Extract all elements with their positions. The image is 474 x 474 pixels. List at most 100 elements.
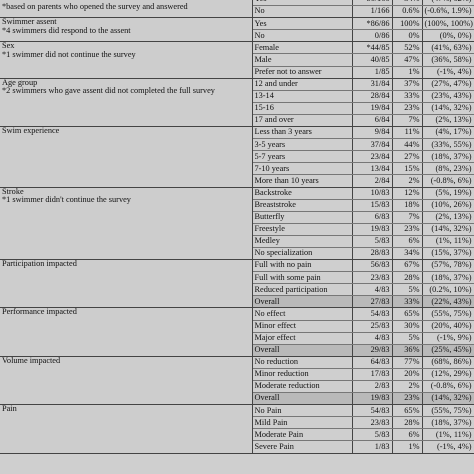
count-cell: 37/84 bbox=[351, 138, 392, 152]
group-title: Performance impacted bbox=[2, 307, 77, 317]
ci-cell: (12%, 29%) bbox=[421, 368, 474, 382]
percent-cell: 52% bbox=[391, 41, 422, 55]
count-cell: *44/85 bbox=[351, 41, 392, 55]
count-cell: 13/84 bbox=[351, 162, 392, 176]
percent-cell: 5% bbox=[391, 332, 422, 345]
percent-cell: 34% bbox=[391, 0, 422, 7]
count-cell: 19/83 bbox=[351, 223, 392, 236]
table-row: No specialization 28/83 34% (15%, 37%) bbox=[0, 247, 474, 261]
percent-cell: 18% bbox=[391, 199, 422, 212]
percent-cell: 34% bbox=[391, 247, 422, 261]
percent-cell: 27% bbox=[391, 150, 422, 164]
group-title: Sex bbox=[2, 41, 15, 51]
count-cell: 28/83 bbox=[351, 247, 392, 261]
percent-cell: 6% bbox=[391, 428, 422, 442]
category-cell: Prefer not to answer bbox=[251, 66, 352, 79]
ci-cell: (1%, 11%) bbox=[421, 235, 474, 248]
table-row: Swim experience Less than 3 years 9/84 11%(… bbox=[0, 126, 474, 188]
ci-cell: (25%, 45%) bbox=[421, 344, 474, 357]
ci-cell: (55%, 75%) bbox=[421, 307, 474, 321]
group-note: *1 swimmer did not continue the survey bbox=[2, 49, 136, 59]
ci-cell: (15%, 37%) bbox=[421, 247, 474, 261]
ci-cell: (41%, 63%) bbox=[421, 41, 474, 55]
table-row: 15-16 19/84 23% (14%, 32%) bbox=[0, 102, 474, 115]
category-cell: Overall bbox=[251, 392, 352, 406]
percent-cell: 2% bbox=[391, 174, 422, 188]
ci-cell: (14%, 32%) bbox=[421, 102, 474, 115]
category-cell: No specialization bbox=[251, 247, 352, 261]
group-label-cell: Parental consent*based on parents who op… bbox=[0, 0, 253, 19]
category-cell: Full with no pain bbox=[251, 259, 352, 273]
percent-cell: 67% bbox=[391, 259, 422, 273]
category-cell: No bbox=[251, 29, 352, 43]
percent-cell: 6% bbox=[391, 235, 422, 248]
count-cell: 54/83 bbox=[351, 307, 392, 321]
category-cell: Butterfly bbox=[251, 211, 352, 224]
group-label-cell: Volume impacted bbox=[0, 356, 253, 406]
table-row: 17 and over 6/84 7% (2%, 13%) bbox=[0, 114, 474, 128]
table-row: More than 10 years 2/84 2% (-0.8%, 6%) bbox=[0, 174, 474, 188]
percent-cell: 11% bbox=[391, 126, 422, 140]
category-cell: Overall bbox=[251, 295, 352, 309]
table-row: Reduced participation 4/83 5% (0.2%, 10%) bbox=[0, 283, 474, 297]
table-row: Pain No Pain 54/83 65% (55%, 75%) bbox=[0, 404, 474, 454]
category-cell: No bbox=[251, 5, 352, 19]
table-row: Prefer not to answer 1/85 1% (-1%, 4%) bbox=[0, 66, 474, 79]
table-row: Volume impacted No reduction 64/83 77% (68%,… bbox=[0, 356, 474, 406]
category-cell: Severe Pain bbox=[251, 440, 352, 454]
count-cell: 25/83 bbox=[351, 320, 392, 333]
category-cell: Mild Pain bbox=[251, 416, 352, 430]
percent-cell: 65% bbox=[391, 307, 422, 321]
count-cell: 1/85 bbox=[351, 66, 392, 79]
percent-cell: 47% bbox=[391, 53, 422, 67]
table-row: Overall 19/83 23% (14%, 32%) bbox=[0, 392, 474, 406]
ci-cell: (-1%, 9%) bbox=[421, 332, 474, 345]
category-cell: No reduction bbox=[251, 356, 352, 369]
ci-cell: (22%, 43%) bbox=[421, 295, 474, 309]
ci-cell: (0.2%, 10%) bbox=[421, 283, 474, 297]
count-cell: 4/83 bbox=[351, 283, 392, 297]
ci-cell: (0%, 0%) bbox=[421, 29, 474, 43]
count-cell: 56/166 bbox=[351, 0, 392, 7]
results-table: Parental consent*based on parents who op… bbox=[0, 0, 474, 454]
percent-cell: 44% bbox=[391, 138, 422, 152]
group-label-cell: Swim experience bbox=[0, 126, 253, 188]
results-table-body: Parental consent*based on parents who op… bbox=[0, 0, 474, 454]
ci-cell: (10%, 26%) bbox=[421, 199, 474, 212]
count-cell: 29/83 bbox=[351, 344, 392, 357]
category-cell: Yes bbox=[251, 0, 352, 7]
ci-cell: (57%, 78%) bbox=[421, 259, 474, 273]
count-cell: 19/84 bbox=[351, 102, 392, 115]
count-cell: 6/83 bbox=[351, 211, 392, 224]
ci-cell: (20%, 40%) bbox=[421, 320, 474, 333]
percent-cell: 37% bbox=[391, 78, 422, 91]
category-cell: Moderate reduction bbox=[251, 380, 352, 394]
percent-cell: 33% bbox=[391, 295, 422, 309]
category-cell: 7-10 years bbox=[251, 162, 352, 176]
category-cell: No Pain bbox=[251, 404, 352, 418]
table-row: Performance impacted No effect 54/83 65% (55… bbox=[0, 307, 474, 357]
category-cell: No effect bbox=[251, 307, 352, 321]
group-title: Volume impacted bbox=[2, 356, 61, 365]
group-note: *2 swimmers who gave assent did not comp… bbox=[2, 86, 215, 96]
category-cell: Reduced participation bbox=[251, 283, 352, 297]
percent-cell: 12% bbox=[391, 187, 422, 200]
category-cell: 3-5 years bbox=[251, 138, 352, 152]
category-cell: 15-16 bbox=[251, 102, 352, 115]
percent-cell: 2% bbox=[391, 380, 422, 394]
percent-cell: 0% bbox=[391, 29, 422, 43]
ci-cell: (33%, 55%) bbox=[421, 138, 474, 152]
category-cell: Major effect bbox=[251, 332, 352, 345]
category-cell: 13-14 bbox=[251, 90, 352, 103]
ci-cell: (2%, 13%) bbox=[421, 211, 474, 224]
count-cell: 28/84 bbox=[351, 90, 392, 103]
percent-cell: 28% bbox=[391, 416, 422, 430]
count-cell: 2/83 bbox=[351, 380, 392, 394]
count-cell: 0/86 bbox=[351, 29, 392, 43]
percent-cell: 23% bbox=[391, 102, 422, 115]
group-label-cell: Pain bbox=[0, 404, 253, 454]
percent-cell: 23% bbox=[391, 223, 422, 236]
ci-cell: (23%, 43%) bbox=[421, 90, 474, 103]
count-cell: 9/84 bbox=[351, 126, 392, 140]
percent-cell: 30% bbox=[391, 320, 422, 333]
